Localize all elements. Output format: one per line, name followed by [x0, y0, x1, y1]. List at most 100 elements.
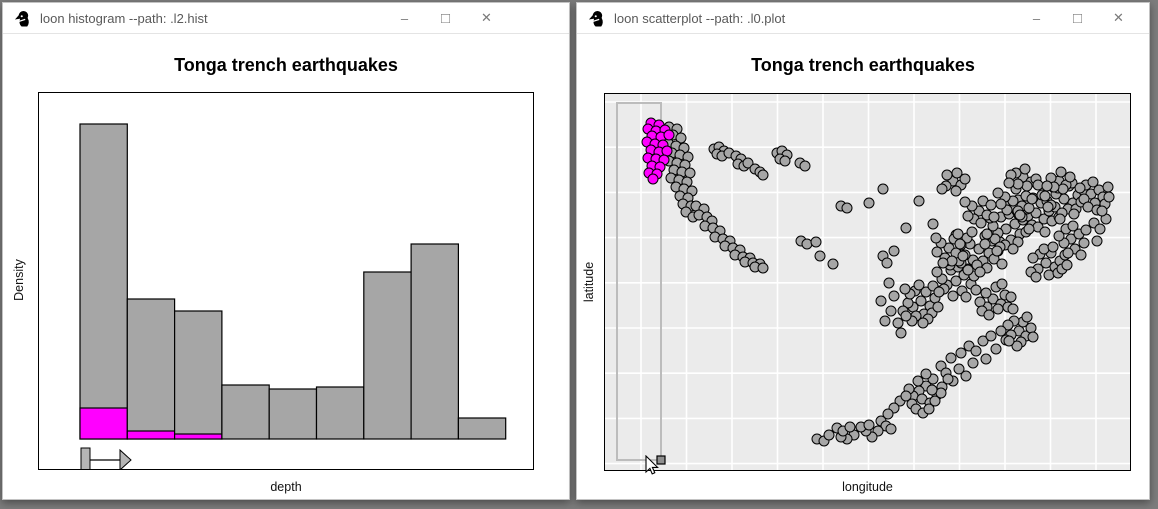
- scatter-point-unselected[interactable]: [882, 408, 894, 420]
- scatter-point-unselected[interactable]: [877, 183, 889, 195]
- scatter-point-unselected[interactable]: [947, 290, 959, 302]
- scatter-point-unselected[interactable]: [888, 290, 900, 302]
- scatter-point-unselected[interactable]: [962, 264, 974, 276]
- minimize-icon[interactable]: –: [400, 10, 409, 26]
- histogram-bar[interactable]: [79, 123, 128, 440]
- scatter-point-unselected[interactable]: [937, 257, 949, 269]
- scatter-point-unselected[interactable]: [900, 310, 912, 322]
- scatter-point-unselected[interactable]: [912, 375, 924, 387]
- scatter-point-unselected[interactable]: [1007, 243, 1019, 255]
- scatter-point-unselected[interactable]: [992, 187, 1004, 199]
- scatter-point-unselected[interactable]: [913, 195, 925, 207]
- scatter-point-unselected[interactable]: [1082, 201, 1094, 213]
- scatter-point-unselected[interactable]: [1057, 183, 1069, 195]
- scatter-point-unselected[interactable]: [823, 429, 835, 441]
- scatter-point-unselected[interactable]: [892, 317, 904, 329]
- scatter-point-unselected[interactable]: [841, 202, 853, 214]
- scatter-point-unselected[interactable]: [801, 238, 813, 250]
- scatter-point-unselected[interactable]: [684, 167, 696, 179]
- scatter-point-unselected[interactable]: [980, 287, 992, 299]
- scatter-point-unselected[interactable]: [927, 218, 939, 230]
- scatter-point-unselected[interactable]: [985, 330, 997, 342]
- scatter-point-unselected[interactable]: [952, 228, 964, 240]
- scatter-point-unselected[interactable]: [933, 286, 945, 298]
- scatter-point-unselected[interactable]: [863, 419, 875, 431]
- scatter-point-unselected[interactable]: [974, 266, 986, 278]
- scatter-point-unselected[interactable]: [799, 160, 811, 172]
- scatter-point-unselected[interactable]: [757, 262, 769, 274]
- histogram-selected-segment[interactable]: [126, 430, 176, 440]
- scatter-point-unselected[interactable]: [957, 250, 969, 262]
- scatter-point-unselected[interactable]: [967, 357, 979, 369]
- scatter-point-unselected[interactable]: [950, 275, 962, 287]
- maximize-icon[interactable]: □: [440, 9, 451, 27]
- scatter-point-unselected[interactable]: [983, 309, 995, 321]
- scatter-point-unselected[interactable]: [960, 291, 972, 303]
- scatter-point-unselected[interactable]: [930, 232, 942, 244]
- scatter-point-unselected[interactable]: [959, 196, 971, 208]
- scatter-point-unselected[interactable]: [970, 345, 982, 357]
- scatter-point-unselected[interactable]: [1002, 319, 1014, 331]
- scatter-point-unselected[interactable]: [920, 368, 932, 380]
- histogram-bar[interactable]: [126, 298, 176, 440]
- scatter-point-unselected[interactable]: [1023, 223, 1035, 235]
- scatter-point-unselected[interactable]: [1021, 311, 1033, 323]
- close-icon[interactable]: ✕: [1113, 10, 1124, 25]
- scatter-point-unselected[interactable]: [863, 197, 875, 209]
- histogram-titlebar[interactable]: loon histogram --path: .l2.hist – □ ✕: [3, 3, 569, 34]
- histogram-bar[interactable]: [363, 271, 412, 440]
- histogram-bar[interactable]: [457, 417, 507, 440]
- histogram-selected-segment[interactable]: [174, 433, 223, 440]
- scatter-point-unselected[interactable]: [742, 157, 754, 169]
- scatter-point-unselected[interactable]: [1062, 247, 1074, 259]
- scatter-point-unselected[interactable]: [1027, 252, 1039, 264]
- scatter-point-unselected[interactable]: [900, 390, 912, 402]
- scatter-point-unselected[interactable]: [979, 238, 991, 250]
- scatter-point-unselected[interactable]: [1053, 230, 1065, 242]
- scatter-point-unselected[interactable]: [942, 373, 954, 385]
- histogram-bar[interactable]: [174, 310, 223, 440]
- scatter-point-unselected[interactable]: [932, 301, 944, 313]
- scatter-point-unselected[interactable]: [1040, 257, 1052, 269]
- scatter-point-unselected[interactable]: [995, 198, 1007, 210]
- scatter-point-unselected[interactable]: [975, 217, 987, 229]
- scatter-point-unselected[interactable]: [814, 250, 826, 262]
- scatter-point-unselected[interactable]: [1061, 259, 1073, 271]
- scatter-point-unselected[interactable]: [962, 210, 974, 222]
- scatter-point-unselected[interactable]: [900, 222, 912, 234]
- scatter-point-unselected[interactable]: [920, 286, 932, 298]
- scatter-point-unselected[interactable]: [959, 173, 971, 185]
- scatter-point-unselected[interactable]: [1012, 178, 1024, 190]
- scatter-point-unselected[interactable]: [899, 283, 911, 295]
- histogram-bar[interactable]: [410, 243, 460, 440]
- scatter-point-unselected[interactable]: [885, 423, 897, 435]
- scatter-point-unselected[interactable]: [757, 169, 769, 181]
- scatter-point-unselected[interactable]: [1039, 190, 1051, 202]
- histogram-selected-segment[interactable]: [79, 407, 128, 440]
- scatter-point-unselected[interactable]: [1014, 209, 1026, 221]
- scatter-point-unselected[interactable]: [981, 228, 993, 240]
- scatter-point-unselected[interactable]: [1026, 193, 1038, 205]
- selection-rect[interactable]: [616, 102, 662, 461]
- scatter-point-unselected[interactable]: [1103, 191, 1115, 203]
- scatter-point-unselected[interactable]: [974, 296, 986, 308]
- scatter-point-unselected[interactable]: [988, 211, 1000, 223]
- scatter-point-unselected[interactable]: [960, 370, 972, 382]
- scatter-point-unselected[interactable]: [985, 199, 997, 211]
- scatter-point-unselected[interactable]: [675, 132, 687, 144]
- scatter-point-unselected[interactable]: [885, 305, 897, 317]
- scatter-point-unselected[interactable]: [926, 384, 938, 396]
- scatter-point-selected[interactable]: [661, 145, 673, 157]
- scatter-point-unselected[interactable]: [1019, 163, 1031, 175]
- scatter-point-unselected[interactable]: [1042, 201, 1054, 213]
- scatter-point-unselected[interactable]: [827, 258, 839, 270]
- scatter-point-unselected[interactable]: [1055, 166, 1067, 178]
- scatter-point-unselected[interactable]: [989, 233, 1001, 245]
- scatter-point-unselected[interactable]: [1011, 340, 1023, 352]
- scatter-point-unselected[interactable]: [929, 395, 941, 407]
- scatter-point-selected[interactable]: [647, 173, 659, 185]
- scatterplot-plot-area[interactable]: [604, 93, 1131, 471]
- scatter-point-unselected[interactable]: [1023, 202, 1035, 214]
- scatter-point-unselected[interactable]: [913, 279, 925, 291]
- scatter-point-unselected[interactable]: [883, 277, 895, 289]
